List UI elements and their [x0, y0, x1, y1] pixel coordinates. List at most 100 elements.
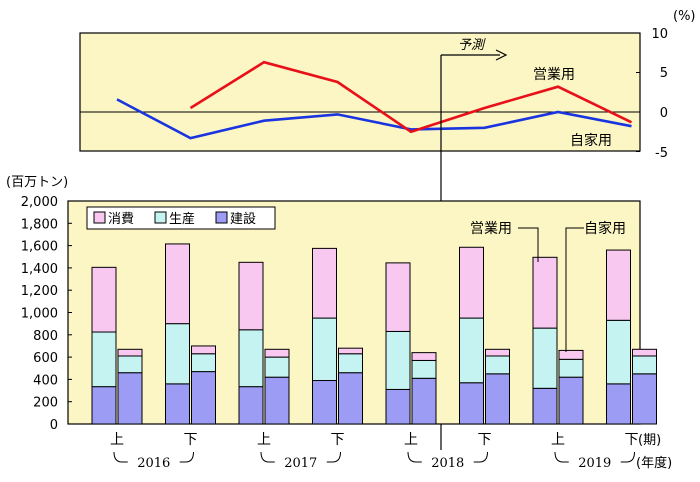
x-category-label: 下 — [478, 432, 492, 448]
bar-segment-production-private — [191, 353, 216, 373]
bar-segment-construction-business — [165, 383, 190, 425]
x-category-label: 上 — [404, 432, 418, 448]
bar-y-tick-label: 1,000 — [21, 307, 58, 322]
bar-y-tick-label: 1,800 — [21, 217, 58, 232]
bar-segment-production-private — [558, 358, 584, 378]
x-category-label: 上 — [110, 432, 124, 448]
bar-segment-production-private — [632, 355, 657, 375]
bar-y-tick-label: 600 — [33, 351, 58, 366]
x-category-label: 上 — [551, 432, 565, 448]
bar-segment-consumption-private — [632, 348, 657, 357]
bar-segment-production-private — [411, 359, 437, 379]
x-year-label: 2016 — [137, 456, 170, 471]
bar-y-tick-label: 0 — [50, 418, 58, 433]
bar-segment-construction-business — [532, 387, 558, 425]
x-category-label: 下 — [331, 432, 345, 448]
year-bracket-right — [620, 451, 635, 463]
bar-segment-consumption-business — [606, 249, 631, 321]
bar-segment-production-private — [338, 353, 363, 374]
bar-segment-consumption-private — [191, 345, 216, 355]
callout-business-line — [518, 227, 539, 262]
period-unit-label: (期) — [638, 433, 661, 448]
line-y-tick-label: -5 — [655, 146, 668, 161]
bar-segment-production-business — [532, 327, 558, 389]
year-unit-label: (年度) — [636, 455, 672, 471]
bar-segment-consumption-business — [459, 246, 484, 319]
bar-y-tick-label: 1,600 — [21, 240, 58, 255]
line-series-private — [116, 98, 632, 140]
bar-segment-construction-business — [459, 382, 484, 425]
legend-swatch-production — [154, 211, 167, 224]
legend-swatch-construction — [215, 211, 228, 224]
x-year-label: 2018 — [431, 456, 464, 471]
line-y-tick-label: 5 — [660, 66, 668, 81]
forecast-label: 予測 — [458, 38, 486, 53]
bar-segment-consumption-private — [411, 352, 437, 361]
line-chart-y-unit: (%) — [673, 9, 696, 24]
bar-segment-consumption-business — [238, 261, 264, 331]
year-bracket-left — [260, 451, 275, 463]
bar-segment-construction-private — [485, 373, 510, 425]
bar-segment-consumption-business — [91, 266, 117, 333]
bar-segment-consumption-business — [532, 256, 558, 329]
forecast-arrowhead — [495, 49, 508, 61]
bar-y-tick-label: 2,000 — [21, 195, 58, 210]
bar-segment-production-private — [485, 355, 510, 375]
x-category-label: 下 — [184, 432, 198, 448]
bar-segment-consumption-private — [264, 348, 290, 358]
bar-segment-construction-private — [117, 372, 143, 425]
bar-segment-construction-private — [338, 372, 363, 425]
bar-segment-construction-business — [238, 386, 264, 425]
line-y-tick-label: 0 — [660, 106, 668, 121]
bar-y-tick-label: 400 — [33, 373, 58, 388]
legend-label-consumption: 消費 — [108, 212, 134, 227]
line-legend-business: 営業用 — [533, 67, 575, 83]
bar-chart-y-unit: (百万トン) — [6, 175, 68, 190]
bar-segment-construction-business — [385, 388, 411, 425]
bar-y-tick-label: 1,400 — [21, 262, 58, 277]
bar-segment-construction-private — [411, 377, 437, 425]
bar-segment-production-business — [606, 319, 631, 385]
bar-segment-construction-private — [264, 376, 290, 425]
bar-segment-consumption-business — [312, 247, 337, 319]
x-category-label: 下 — [625, 432, 639, 448]
legend-swatch-consumption — [93, 211, 106, 224]
bar-segment-consumption-private — [117, 348, 143, 357]
bar-segment-construction-private — [632, 373, 657, 425]
bar-y-tick-label: 800 — [33, 329, 58, 344]
bar-segment-construction-business — [91, 386, 117, 425]
legend-label-construction: 建設 — [230, 211, 256, 227]
x-year-label: 2017 — [284, 456, 317, 471]
bar-segment-consumption-business — [165, 243, 190, 325]
legend-label-production: 生産 — [169, 211, 195, 227]
callout-private: 自家用 — [584, 220, 626, 237]
bar-segment-production-private — [264, 356, 290, 378]
bar-segment-consumption-private — [558, 349, 584, 360]
bar-y-tick-label: 200 — [33, 396, 58, 411]
line-series-business — [189, 60, 633, 134]
year-bracket-right — [473, 451, 488, 463]
bar-segment-production-business — [385, 330, 411, 390]
line-y-tick-label: 10 — [651, 27, 668, 42]
year-bracket-left — [113, 451, 128, 463]
callout-private-line — [565, 227, 584, 352]
bar-segment-production-business — [238, 329, 264, 388]
callout-business: 営業用 — [470, 221, 512, 237]
bar-segment-construction-business — [606, 383, 631, 425]
line-legend-private: 自家用 — [570, 132, 612, 149]
bar-segment-consumption-private — [485, 348, 510, 357]
year-bracket-left — [554, 451, 569, 463]
line-chart-panel — [79, 32, 641, 152]
bar-segment-production-private — [117, 355, 143, 374]
year-bracket-right — [179, 451, 194, 463]
bar-y-tick-label: 1,200 — [21, 284, 58, 299]
bar-segment-production-business — [459, 317, 484, 384]
x-year-label: 2019 — [578, 456, 611, 471]
bar-legend-box — [86, 206, 276, 230]
bar-segment-production-business — [312, 317, 337, 382]
x-category-label: 上 — [257, 432, 271, 448]
bar-segment-consumption-private — [338, 347, 363, 355]
year-bracket-left — [407, 451, 422, 463]
